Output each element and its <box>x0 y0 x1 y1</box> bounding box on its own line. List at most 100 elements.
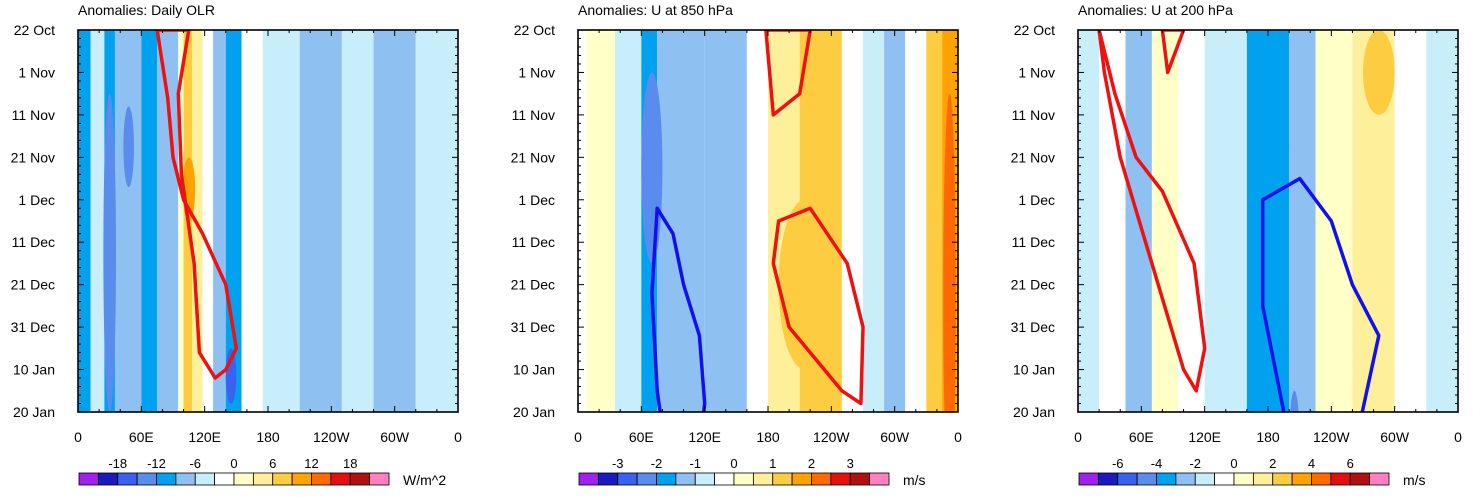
y-tick-label: 10 Jan <box>513 362 555 378</box>
colorbar-cell <box>1136 472 1157 486</box>
field-band <box>241 30 263 412</box>
y-tick-label: 1 Nov <box>518 64 555 80</box>
y-tick-label: 1 Dec <box>518 192 555 208</box>
y-tick-label: 1 Nov <box>1018 64 1055 80</box>
colorbar-cell <box>214 472 235 486</box>
field-band <box>373 30 416 412</box>
colorbar-label: -12 <box>147 456 166 471</box>
chart-title: Anomalies: Daily OLR <box>78 2 215 18</box>
colorbar-cell <box>1330 472 1351 486</box>
y-tick-label: 31 Dec <box>511 319 555 335</box>
field-anomaly-patch <box>1290 390 1299 412</box>
y-tick-label: 22 Oct <box>14 22 55 38</box>
y-tick-label: 1 Dec <box>18 192 55 208</box>
y-tick-label: 10 Jan <box>1013 362 1055 378</box>
x-tick-label: 0 <box>74 429 82 445</box>
y-tick-label: 21 Dec <box>11 277 55 293</box>
colorbar-cell <box>369 472 390 486</box>
y-tick-label: 21 Nov <box>11 149 55 165</box>
field-anomaly-patch <box>778 199 832 370</box>
y-tick-label: 31 Dec <box>1011 319 1055 335</box>
colorbar-label: 6 <box>1347 456 1354 471</box>
y-tick-label: 11 Dec <box>512 234 555 250</box>
y-tick-label: 11 Nov <box>512 107 555 123</box>
colorbar-cell <box>1117 472 1138 486</box>
y-tick-label: 21 Nov <box>1011 149 1055 165</box>
panel-2: Anomalies: U at 850 hPa 22 Oct 1 Nov 11 Nov… <box>511 2 962 488</box>
colorbar-cell <box>849 472 871 486</box>
field-anomaly-patch <box>103 93 116 412</box>
field-anomaly-patch <box>641 72 663 264</box>
colorbar-cell <box>1233 472 1254 486</box>
colorbar-cell <box>752 472 774 486</box>
field-anomaly-patch <box>1363 30 1395 115</box>
colorbar-label: -2 <box>1189 456 1201 471</box>
colorbar-cell <box>311 472 332 486</box>
anomaly-field <box>578 30 958 412</box>
anomaly-field <box>78 30 458 412</box>
colorbar-cell <box>1078 472 1099 486</box>
colorbar-cell <box>194 472 216 486</box>
colorbar-cell <box>830 472 851 486</box>
field-band <box>1315 30 1353 412</box>
blue-contour <box>1260 176 1381 412</box>
panel-1: Anomalies: Daily OLR 22 Oct 1 Nov 11 Nov 21 … <box>11 2 462 488</box>
colorbar-cell <box>1194 472 1216 486</box>
colorbar-label: -6 <box>189 456 201 471</box>
field-band <box>863 30 885 412</box>
field-band <box>578 30 587 412</box>
field-band <box>114 30 142 412</box>
field-band <box>1394 30 1427 412</box>
y-tick-label: 1 Nov <box>18 64 55 80</box>
field-band <box>1204 30 1247 412</box>
colorbar-cell <box>78 472 99 486</box>
field-band <box>90 30 105 412</box>
colorbar-label: -4 <box>1151 456 1163 471</box>
colorbar-label: 0 <box>230 456 237 471</box>
red-contour <box>155 30 239 380</box>
colorbar-cell <box>97 472 119 486</box>
red-contour <box>1097 30 1207 393</box>
colorbar: -3 -2 -1 0 1 2 3 m/s <box>578 456 926 488</box>
x-tick-label: 120W <box>813 429 850 445</box>
field-band <box>746 30 768 412</box>
colorbar-label: -3 <box>612 456 624 471</box>
colorbar-cell <box>330 472 351 486</box>
field-band <box>415 30 458 412</box>
colorbar-cell <box>291 472 312 486</box>
field-anomaly-patch <box>1368 390 1389 412</box>
colorbar-cell <box>733 472 754 486</box>
colorbar-cell <box>578 472 599 486</box>
x-tick-label: 180 <box>256 429 280 445</box>
y-tick-label: 21 Nov <box>511 149 555 165</box>
colorbar-label: -2 <box>651 456 663 471</box>
y-tick-label: 21 Dec <box>1011 277 1055 293</box>
colorbar: -18 -12 -6 0 6 12 18 W/m^2 <box>78 456 446 488</box>
colorbar-cell <box>272 472 293 486</box>
colorbar-label: 0 <box>730 456 737 471</box>
colorbar-cell <box>349 472 371 486</box>
colorbar-label: -6 <box>1112 456 1124 471</box>
colorbar-label: 18 <box>343 456 357 471</box>
colorbar-cell <box>656 472 677 486</box>
field-band <box>884 30 906 412</box>
colorbar-cell <box>1311 472 1332 486</box>
red-contour <box>764 30 812 117</box>
field-anomaly-patch <box>1268 114 1290 179</box>
field-band <box>586 30 615 412</box>
field-band <box>141 30 158 412</box>
chart-title: Anomalies: U at 200 hPa <box>1078 2 1233 18</box>
colorbar-cell <box>1252 472 1274 486</box>
panel-3: Anomalies: U at 200 hPa 22 Oct 1 Nov 11 Nov… <box>1011 2 1462 488</box>
field-band <box>1289 30 1316 412</box>
field-band <box>213 30 226 412</box>
colorbar-cell <box>233 472 254 486</box>
colorbar-cell <box>636 472 657 486</box>
field-anomaly-patch <box>123 106 134 188</box>
field-band <box>614 30 642 412</box>
colorbar-label: -18 <box>108 456 127 471</box>
colorbar-cell <box>675 472 696 486</box>
colorbar-cell <box>791 472 812 486</box>
field-band <box>299 30 342 412</box>
